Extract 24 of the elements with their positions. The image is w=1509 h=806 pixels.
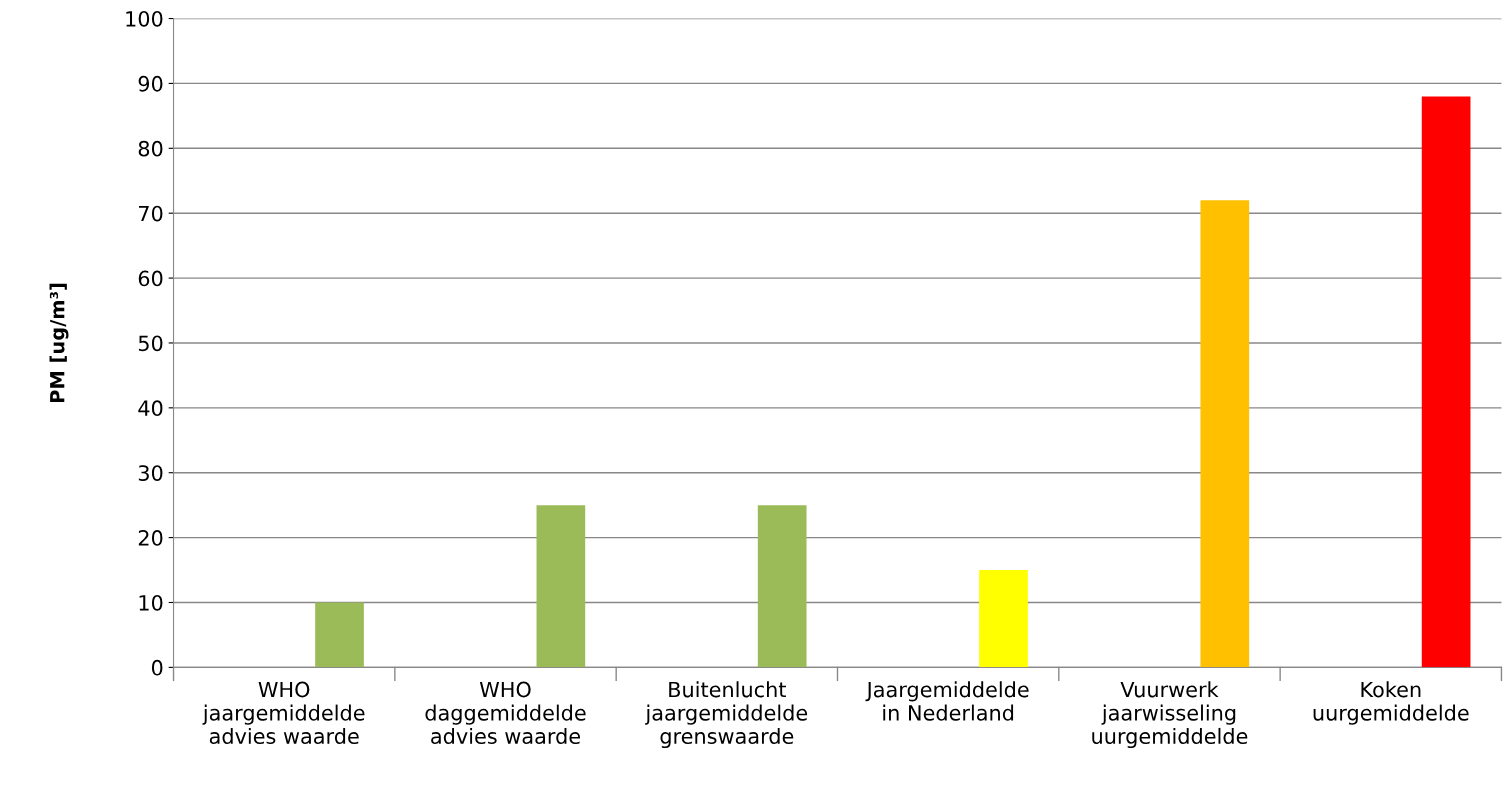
- y-tick-label: 20: [138, 530, 163, 546]
- y-tick-label: 50: [138, 335, 163, 352]
- y-tick-label: 40: [138, 400, 163, 417]
- y-axis-title: PM [ug/m³]: [49, 283, 69, 403]
- y-tick-label: 90: [138, 75, 163, 92]
- y-tick-label: 30: [138, 465, 163, 481]
- y-tick-label: 10: [139, 594, 163, 611]
- bar: [536, 505, 586, 668]
- x-tick-label: Buitenlucht jaargemiddelde grenswaarde: [645, 681, 808, 749]
- x-tick-label: Koken uurgemiddelde: [1313, 681, 1469, 725]
- y-tick-label: 70: [139, 205, 163, 222]
- bar: [1200, 200, 1250, 668]
- x-tick-label: Jaargemiddelde in Nederland: [865, 681, 1029, 721]
- bar: [757, 505, 807, 668]
- bar: [979, 570, 1028, 668]
- bar: [1421, 96, 1471, 668]
- y-tick-label: 0: [151, 659, 163, 676]
- y-tick-label: 100: [126, 10, 163, 27]
- x-tick-label: WHO jaargemiddelde advies waarde: [202, 681, 365, 745]
- y-tick-label: 80: [138, 140, 163, 157]
- y-tick-label: 60: [138, 270, 163, 287]
- bar: [315, 602, 364, 668]
- x-tick-label: Vuurwerk jaarwisseling uurgemiddelde: [1092, 681, 1248, 749]
- x-tick-label: WHO daggemiddelde advies waarde: [425, 681, 586, 745]
